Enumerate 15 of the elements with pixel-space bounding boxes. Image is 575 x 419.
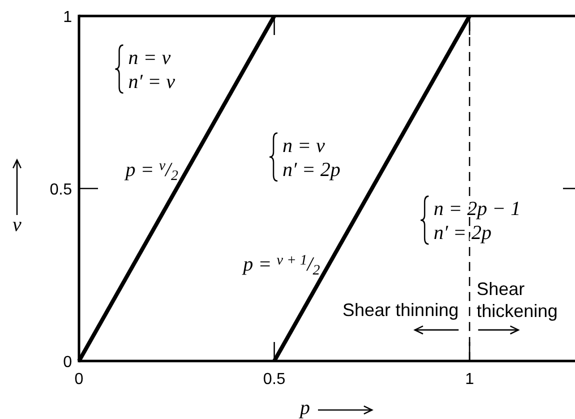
annotation: n = ν n′ = 2p — [282, 135, 340, 182]
y-axis-title: ν — [12, 214, 22, 236]
annotation: Shear thickening — [476, 279, 558, 322]
y-tick-label: 0.5 — [50, 182, 72, 198]
annotation: n = ν n′ = ν — [128, 47, 176, 94]
x-tick-label: 0.5 — [263, 371, 286, 388]
x-tick-label: 0 — [74, 371, 84, 388]
annotation: Shear thinning — [342, 300, 459, 320]
y-tick-label: 1 — [63, 9, 72, 26]
annotation: p = $^{ν}$/$_{2}$ — [124, 158, 178, 184]
annotation: n = 2p − 1 n′ = 2p — [434, 198, 521, 244]
x-tick-label: 1 — [465, 371, 474, 388]
y-tick-label: 0 — [63, 354, 72, 371]
annotation: p = $^{ν + 1}$/$_{2}$ — [241, 252, 320, 278]
x-axis-title: p — [298, 397, 310, 419]
